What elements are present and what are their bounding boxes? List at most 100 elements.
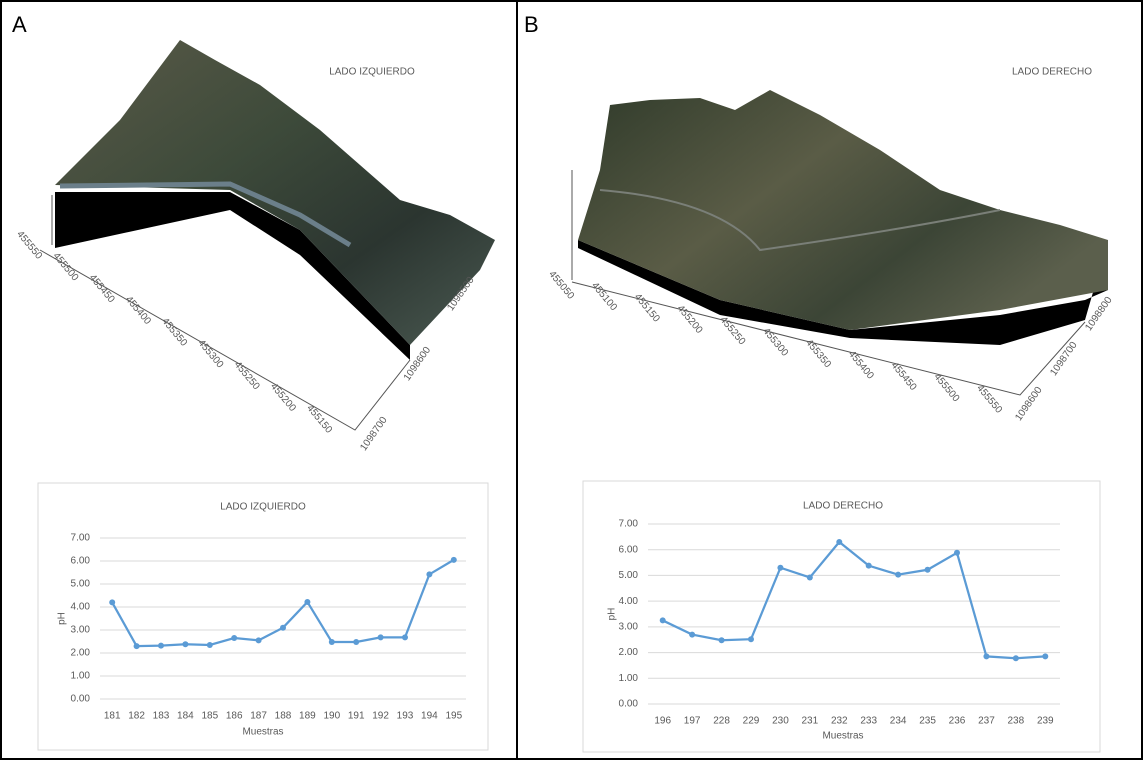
data-point <box>231 635 237 641</box>
terrain-axis-label: 455200 <box>675 303 705 336</box>
y-tick-label: 6.00 <box>619 544 639 555</box>
y-axis-title: pH <box>57 612 68 625</box>
data-point <box>207 642 213 648</box>
x-tick-label: 228 <box>713 716 730 727</box>
data-point <box>895 572 901 578</box>
chart-box <box>583 481 1100 752</box>
data-point <box>1042 653 1048 659</box>
data-point <box>719 637 725 643</box>
x-tick-label: 192 <box>372 711 389 722</box>
y-axis-title: pH <box>607 608 618 621</box>
terrain-axis-label: 1098600 <box>1013 385 1045 424</box>
x-tick-label: 238 <box>1008 716 1025 727</box>
terrain-axis-label: 455250 <box>717 315 747 348</box>
terrain-axis-label: 455550 <box>974 383 1004 416</box>
data-point <box>866 563 872 569</box>
y-tick-label: 0.00 <box>71 694 91 705</box>
data-point <box>158 643 164 649</box>
x-axis-title: Muestras <box>242 727 283 738</box>
y-tick-label: 3.00 <box>71 625 91 636</box>
terrain-axis-label: 455550 <box>14 229 44 262</box>
data-point <box>836 539 842 545</box>
terrain-axis-label: 455450 <box>87 272 117 305</box>
data-point <box>378 634 384 640</box>
y-tick-label: 6.00 <box>71 556 91 567</box>
x-tick-label: 196 <box>654 716 671 727</box>
figure: ALADO IZQUIERDO4555504555004554504554004… <box>0 0 1143 760</box>
terrain-axis-label: 455400 <box>123 294 153 327</box>
x-tick-label: 182 <box>128 711 145 722</box>
data-point <box>280 625 286 631</box>
data-point <box>182 641 188 647</box>
terrain-axis-label: 455150 <box>632 292 662 325</box>
x-tick-label: 194 <box>421 711 438 722</box>
x-tick-label: 229 <box>743 716 760 727</box>
data-point <box>426 571 432 577</box>
x-tick-label: 185 <box>201 711 218 722</box>
y-tick-label: 4.00 <box>71 602 91 613</box>
data-point <box>777 565 783 571</box>
data-point <box>925 567 931 573</box>
data-point <box>329 639 335 645</box>
y-tick-label: 7.00 <box>71 533 91 544</box>
data-point <box>304 599 310 605</box>
data-point <box>689 632 695 638</box>
data-point <box>954 550 960 556</box>
y-tick-label: 5.00 <box>619 570 639 581</box>
terrain-title: LADO IZQUIERDO <box>329 67 415 78</box>
data-point <box>1013 655 1019 661</box>
x-tick-label: 232 <box>831 716 848 727</box>
x-tick-label: 186 <box>226 711 243 722</box>
x-tick-label: 239 <box>1037 716 1054 727</box>
chart-title: LADO DERECHO <box>803 501 883 512</box>
terrain-axis-label: 455150 <box>304 403 334 436</box>
data-point <box>748 636 754 642</box>
x-tick-label: 237 <box>978 716 995 727</box>
x-tick-label: 195 <box>445 711 462 722</box>
x-tick-label: 188 <box>275 711 292 722</box>
y-tick-label: 5.00 <box>71 579 91 590</box>
data-point <box>660 617 666 623</box>
x-tick-label: 197 <box>684 716 701 727</box>
x-tick-label: 187 <box>250 711 267 722</box>
x-tick-label: 234 <box>890 716 907 727</box>
y-tick-label: 1.00 <box>619 673 639 684</box>
terrain-title: LADO DERECHO <box>1012 67 1092 78</box>
data-point <box>109 599 115 605</box>
x-axis-title: Muestras <box>822 731 863 742</box>
terrain-axis-label: 455500 <box>50 251 80 284</box>
y-tick-label: 4.00 <box>619 596 639 607</box>
y-tick-label: 2.00 <box>619 647 639 658</box>
data-point <box>256 637 262 643</box>
data-point <box>807 574 813 580</box>
terrain-axis-label: 455400 <box>846 349 876 382</box>
terrain-axis-label: 455200 <box>268 381 298 414</box>
x-tick-label: 190 <box>323 711 340 722</box>
x-tick-label: 193 <box>397 711 414 722</box>
x-tick-label: 231 <box>802 716 819 727</box>
terrain-axis-label: 455300 <box>760 326 790 359</box>
y-tick-label: 0.00 <box>619 699 639 710</box>
terrain-axis-label: 455300 <box>195 338 225 371</box>
x-tick-label: 230 <box>772 716 789 727</box>
terrain-axis-label: 455450 <box>889 360 919 393</box>
x-tick-label: 191 <box>348 711 365 722</box>
panel-label: A <box>12 12 27 37</box>
terrain-axis-label: 455100 <box>589 280 619 313</box>
data-point <box>402 634 408 640</box>
chart-title: LADO IZQUIERDO <box>220 502 306 513</box>
data-point <box>983 653 989 659</box>
y-tick-label: 7.00 <box>619 519 639 530</box>
x-tick-label: 181 <box>104 711 121 722</box>
x-tick-label: 189 <box>299 711 316 722</box>
data-point <box>451 557 457 563</box>
y-tick-label: 1.00 <box>71 671 91 682</box>
panel-label: B <box>524 12 539 37</box>
x-tick-label: 236 <box>949 716 966 727</box>
terrain-axis-label: 455350 <box>803 337 833 370</box>
data-point <box>353 639 359 645</box>
x-tick-label: 184 <box>177 711 194 722</box>
x-tick-label: 235 <box>919 716 936 727</box>
y-tick-label: 2.00 <box>71 648 91 659</box>
x-tick-label: 183 <box>153 711 170 722</box>
